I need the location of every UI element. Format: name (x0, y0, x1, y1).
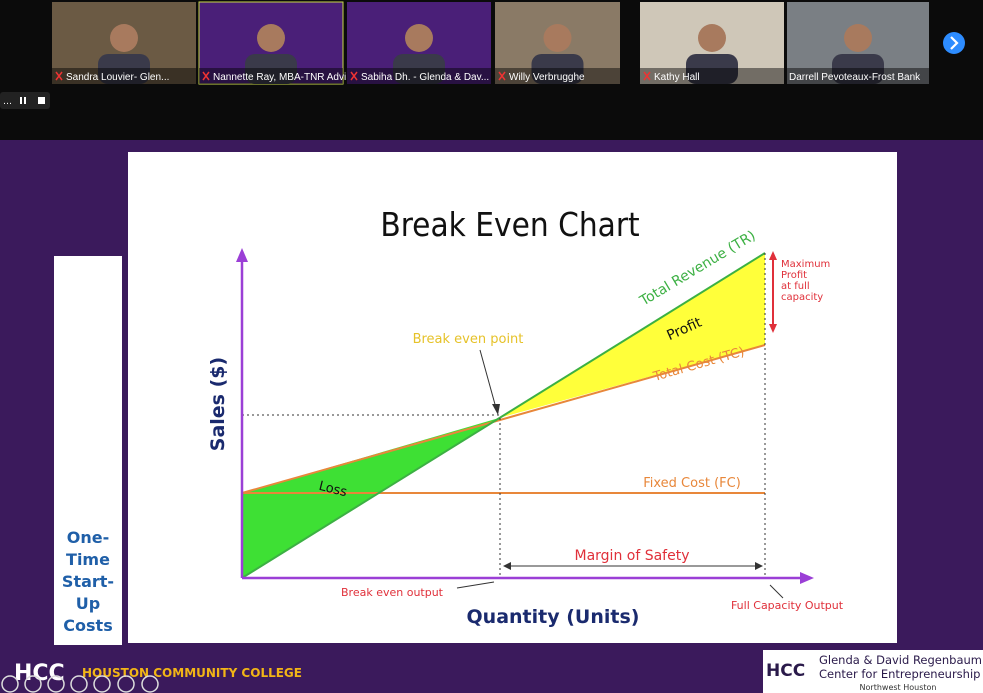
max-profit-line: capacity (781, 292, 823, 303)
participant-head (698, 24, 726, 52)
muted-icon (55, 71, 63, 81)
toolbar-button[interactable] (93, 675, 111, 693)
toolbar-button[interactable] (24, 675, 42, 693)
pointer-line (769, 584, 784, 599)
muted-icon (498, 71, 506, 81)
toolbar-button[interactable] (141, 675, 159, 693)
toolbar-button[interactable] (117, 675, 135, 693)
muted-icon (350, 71, 358, 81)
max-profit-arrow-head (769, 251, 777, 260)
pointer-line (479, 349, 497, 409)
participant-head (543, 24, 572, 52)
participant-name: Nannette Ray, MBA-TNR Advi... (213, 72, 355, 83)
toolbar-button[interactable] (70, 675, 88, 693)
sidebar-line: One- (67, 528, 109, 547)
y-axis-label: Sales ($) (207, 357, 229, 451)
pointer-head (492, 404, 500, 415)
next-icon (950, 36, 959, 50)
college-name: HOUSTON COMMUNITY COLLEGE (82, 666, 302, 680)
fc-label: Fixed Cost (FC) (643, 476, 741, 491)
sidebar-text: One- Time Start- Up Costs (62, 528, 114, 635)
muted-icon (202, 71, 210, 81)
participant-head (405, 24, 433, 52)
name-plate (199, 68, 343, 84)
name-plate (347, 68, 491, 84)
margin-arrow-head (755, 562, 763, 570)
max-profit-line: at full (781, 281, 810, 292)
toolbar-button[interactable] (1, 675, 19, 693)
max-profit-arrow-head (769, 324, 777, 333)
name-plate (52, 68, 196, 84)
video-strip: Sandra Louvier- Glen... Nannette Ray, MBA… (52, 1, 929, 85)
margin-label: Margin of Safety (575, 548, 690, 564)
sidebar-line: Up (76, 594, 100, 613)
full-capacity-label: Full Capacity Output (731, 599, 844, 612)
sidebar-line: Start- (62, 572, 114, 591)
slide-title: Break Even Chart (380, 205, 639, 244)
campus: Northwest Houston (860, 683, 937, 692)
name-plate (787, 68, 929, 84)
participant-body (245, 54, 297, 84)
break-even-point-label: Break even point (413, 332, 524, 347)
sidebar-line: Time (66, 550, 110, 569)
max-profit-line: Maximum (781, 259, 830, 270)
name-plate (640, 68, 784, 84)
participant-name: Darrell Pevoteaux-Frost Bank (789, 72, 921, 83)
hcc-logo: HCC (14, 661, 65, 686)
participant-head (257, 24, 285, 52)
margin-arrow-head (503, 562, 511, 570)
stop-icon (38, 97, 45, 104)
pause-icon (24, 97, 26, 104)
participant-body (393, 54, 445, 84)
participant-name: Sandra Louvier- Glen... (66, 72, 169, 83)
center-hcc-logo: HCC (766, 661, 805, 681)
pause-icon (20, 97, 22, 104)
participant-head (110, 24, 138, 52)
center-line: Center for Entrepreneurship (819, 667, 980, 681)
participant-head (844, 24, 872, 52)
participant-name: Kathy Hall (654, 72, 700, 83)
total-cost-line (241, 344, 766, 494)
break-even-output-label: Break even output (341, 586, 444, 599)
participant-body (832, 54, 884, 84)
participant-body (531, 54, 584, 84)
sidebar-box (54, 256, 122, 645)
y-axis-arrow (236, 248, 248, 262)
x-axis-arrow (800, 572, 814, 584)
more-icon: … (3, 97, 12, 107)
center-line: Glenda & David Regenbaum (819, 653, 982, 667)
toolbar-button[interactable] (47, 675, 65, 693)
participant-name: Willy Verbrugghe (509, 72, 585, 83)
muted-icon (643, 71, 651, 81)
annotation-toolbar (1, 675, 159, 693)
total-revenue-line (241, 252, 766, 579)
pointer-line (456, 581, 495, 589)
max-profit-line: Profit (781, 270, 807, 281)
x-axis-label: Quantity (Units) (467, 606, 640, 628)
participant-name: Sabiha Dh. - Glenda & Dav... (361, 72, 489, 83)
center-logo-box (763, 650, 983, 693)
next-page-button[interactable] (943, 32, 965, 54)
name-plate (495, 68, 620, 84)
sidebar-line: Costs (63, 616, 112, 635)
loss-label: Loss (317, 479, 349, 501)
participant-body (98, 54, 150, 84)
participant-body (686, 54, 738, 84)
